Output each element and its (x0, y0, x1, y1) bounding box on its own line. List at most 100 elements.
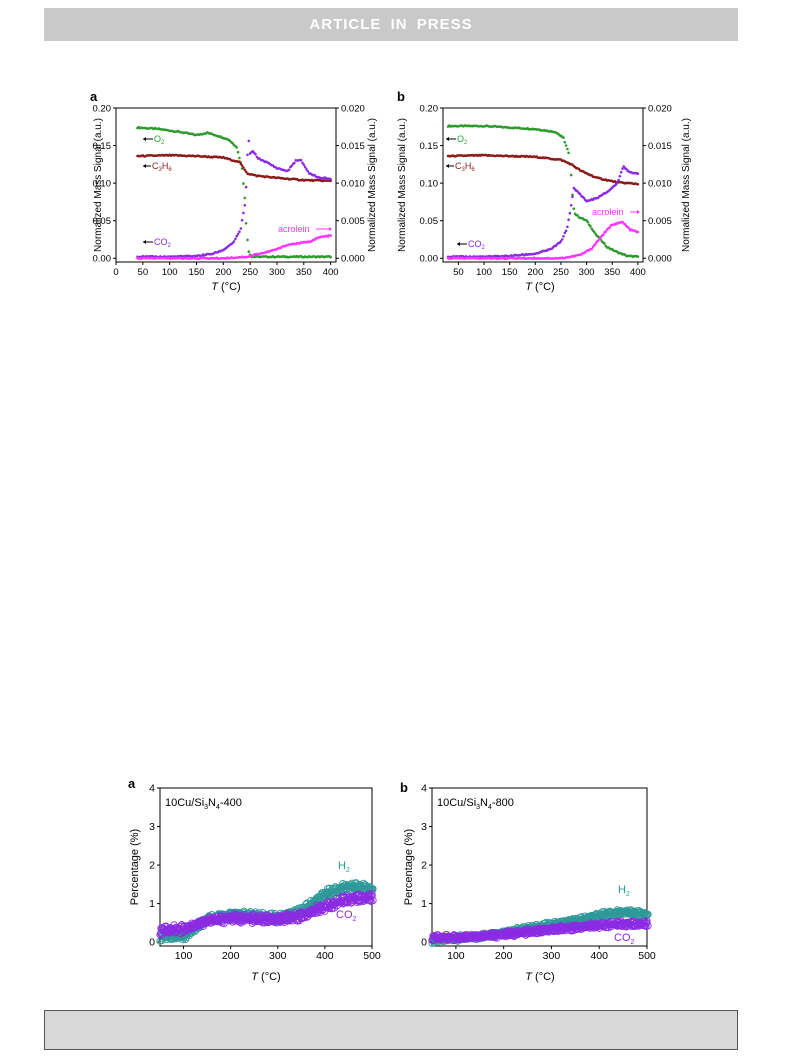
y-tick-label: 0.05 (93, 216, 112, 227)
data-point (589, 224, 592, 228)
footer-box (44, 1010, 738, 1050)
series-group-1a (136, 125, 332, 261)
data-point (621, 167, 624, 170)
ylabel-1a: Normalized Mass Signal (a.u.) (93, 118, 104, 252)
xlabel-1a: T (°C) (211, 281, 240, 293)
y-tick-label: 1 (149, 898, 155, 910)
data-point (602, 233, 605, 237)
y-tick-label: 2 (149, 860, 155, 872)
svg-text:CO2: CO2 (468, 239, 486, 251)
data-point (571, 195, 574, 198)
y-tick-label: 0.00 (93, 254, 112, 265)
y2-tick-label: 0.015 (341, 141, 365, 152)
y2-tick-label: 0.015 (648, 141, 672, 152)
data-point (305, 168, 308, 171)
data-point (242, 166, 245, 169)
data-point (329, 234, 332, 237)
data-point (290, 164, 294, 168)
xlabel-1b: T (°C) (525, 281, 554, 293)
data-point (564, 144, 568, 147)
data-point (643, 917, 651, 925)
plot-frame-2a (159, 787, 373, 947)
panel-1a: a 0 50 100 150 200 250 300 350 400 0.00 0.05 0.10 0.… (90, 89, 378, 293)
data-point (247, 250, 251, 253)
data-point (243, 168, 247, 172)
data-point (576, 214, 579, 217)
data-point (603, 242, 606, 245)
data-point (562, 136, 565, 139)
y2-tick-label: 0.005 (341, 216, 365, 227)
x-tick-label: 350 (296, 267, 312, 278)
panel-label-1b: b (397, 89, 405, 104)
x-tick-label: 350 (604, 267, 620, 278)
data-point (246, 153, 249, 157)
y-tick-label: 0.20 (93, 104, 112, 115)
data-point (242, 211, 245, 215)
sample-label-2b: 10Cu/Si3N4-800 (437, 797, 514, 811)
x-tick-label: 500 (638, 950, 656, 962)
x-tick-label: 100 (476, 267, 492, 278)
x-tick-label: 200 (222, 950, 240, 962)
data-point (236, 150, 240, 154)
x-tick-label: 500 (363, 950, 381, 962)
x-tick-label: 300 (269, 267, 285, 278)
data-point (567, 218, 570, 221)
y2-tick-label: 0.020 (341, 104, 365, 115)
data-point (368, 889, 376, 897)
panel-2a: a 100 200 300 400 500 0 1 2 3 4 10Cu/Si3N4-400 Pe… (128, 776, 381, 983)
data-point (617, 178, 620, 182)
data-point (614, 183, 618, 186)
label-o2-1a: O2 (143, 134, 165, 146)
data-point (563, 140, 567, 144)
y2-tick-label: 0.000 (341, 254, 365, 265)
data-point (254, 152, 257, 156)
data-point (342, 895, 351, 903)
x-tick-label: 200 (215, 267, 231, 278)
series-group-2b (428, 906, 652, 947)
data-point (232, 240, 236, 243)
y2-tick-label: 0.010 (341, 179, 365, 190)
data-point (571, 193, 574, 197)
data-point (644, 922, 652, 930)
data-point (237, 919, 245, 927)
data-point (562, 235, 565, 238)
data-point (622, 165, 626, 168)
data-point (244, 222, 248, 225)
data-point (234, 237, 237, 241)
data-point (559, 240, 563, 243)
data-point (636, 255, 640, 258)
x-tick-label: 100 (175, 950, 193, 962)
data-point (244, 185, 248, 189)
plot-frame-1b (442, 107, 644, 263)
data-point (590, 227, 593, 230)
x-tick-label: 200 (527, 267, 543, 278)
x-tick-label: 100 (162, 267, 178, 278)
svg-text:O2: O2 (457, 134, 468, 146)
data-point (238, 230, 241, 233)
x-tick-label: 50 (138, 267, 149, 278)
label-co2-2b: CO2 (614, 932, 635, 946)
data-point (616, 181, 619, 184)
ylabel-2a: Percentage (%) (129, 829, 141, 905)
data-point (329, 255, 332, 259)
data-point (593, 230, 596, 234)
label-c3h6-1b: C3H6 (446, 161, 475, 173)
panel-label-1a: a (90, 89, 98, 104)
data-point (627, 226, 631, 230)
data-point (306, 170, 310, 173)
article-in-press-banner: ARTICLE IN PRESS (44, 8, 738, 41)
y2-tick-label: 0.005 (648, 216, 672, 227)
ylabel-1b: Normalized Mass Signal (a.u.) (397, 118, 408, 252)
data-point (246, 238, 249, 242)
data-point (567, 151, 570, 155)
data-point (235, 146, 238, 149)
y2label-1b: Normalized Mass Signal (a.u.) (681, 118, 692, 252)
data-point (301, 161, 304, 165)
y-tick-label: 0 (149, 937, 155, 949)
label-h2-2a: H2 (338, 860, 350, 874)
data-point (368, 892, 376, 900)
data-point (596, 235, 600, 238)
x-tick-label: 200 (495, 950, 513, 962)
plot-frame-2b (431, 787, 648, 947)
